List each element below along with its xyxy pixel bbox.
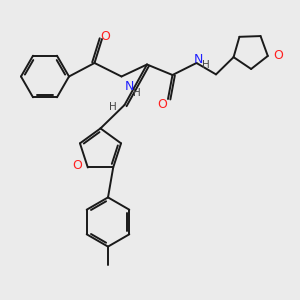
Text: O: O [273,50,283,62]
Text: H: H [109,102,117,112]
Text: H: H [202,60,209,70]
Text: O: O [72,160,82,172]
Text: N: N [193,53,203,66]
Text: H: H [133,88,141,98]
Text: O: O [101,29,110,43]
Text: N: N [124,80,134,94]
Text: O: O [158,98,167,111]
